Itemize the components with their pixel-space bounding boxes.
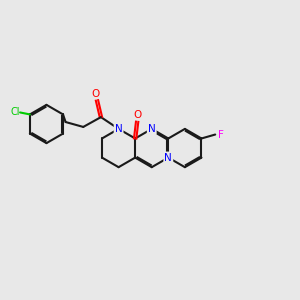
Text: Cl: Cl	[11, 107, 20, 118]
Text: F: F	[218, 130, 224, 140]
Text: O: O	[91, 88, 99, 99]
Text: O: O	[133, 110, 141, 120]
Text: N: N	[164, 153, 172, 163]
Text: N: N	[148, 124, 156, 134]
Text: N: N	[115, 124, 122, 134]
